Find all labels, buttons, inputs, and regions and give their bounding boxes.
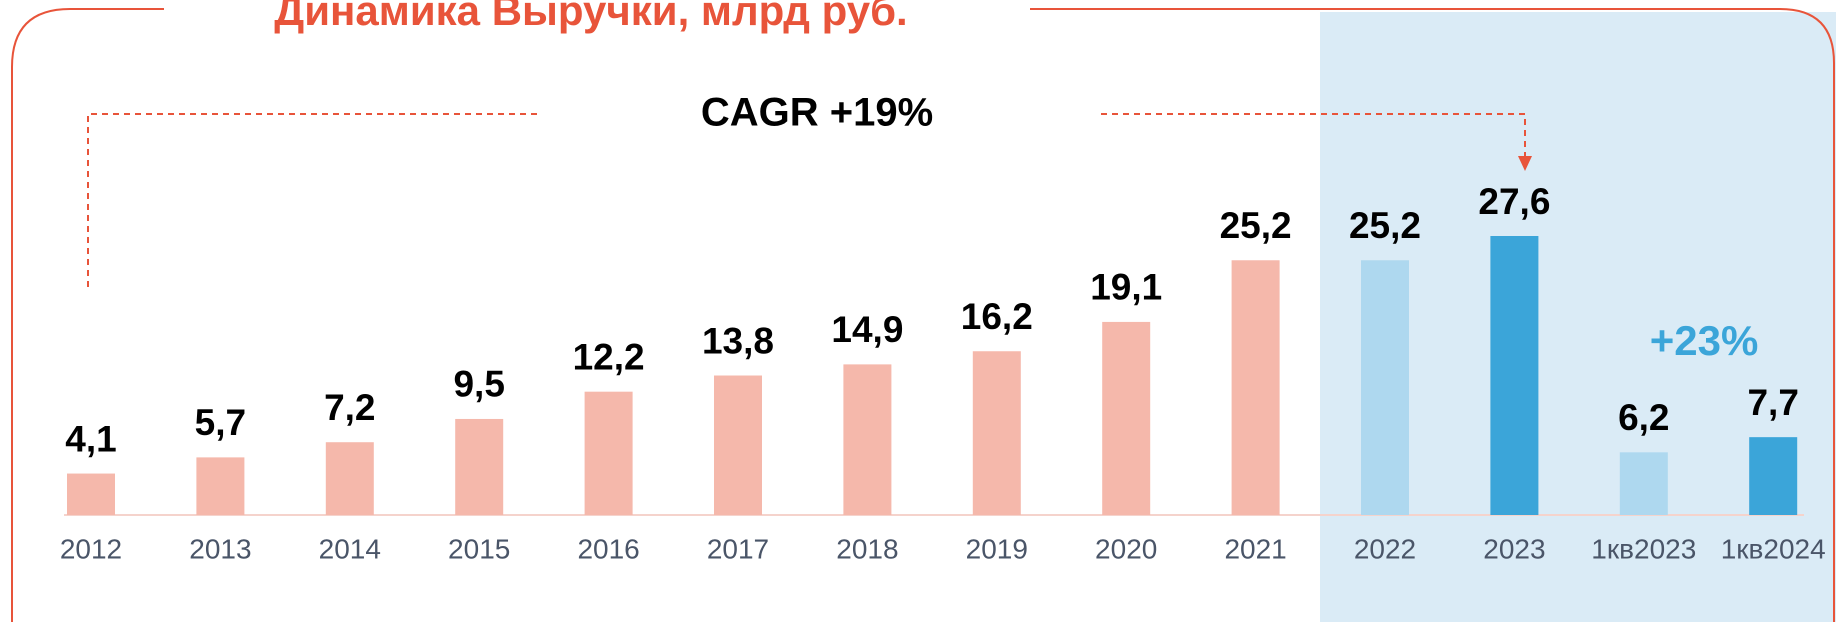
value-label: 4,1 — [65, 418, 116, 459]
x-tick-label: 2022 — [1354, 533, 1416, 564]
bar — [972, 351, 1021, 515]
bar — [843, 364, 892, 515]
x-tick-label: 2017 — [707, 533, 769, 564]
bar — [1231, 260, 1280, 515]
value-label: 27,6 — [1478, 181, 1550, 222]
x-tick-label: 2020 — [1095, 533, 1157, 564]
x-tick-label: 2015 — [448, 533, 510, 564]
x-tick-label: 2018 — [836, 533, 898, 564]
growth-annotation: +23% — [1650, 317, 1759, 364]
x-tick-label: 2021 — [1224, 533, 1286, 564]
x-tick-label: 2012 — [60, 533, 122, 564]
value-label: 19,1 — [1090, 267, 1162, 308]
value-label: 9,5 — [453, 364, 504, 405]
bar — [1490, 236, 1539, 515]
value-label: 25,2 — [1220, 205, 1292, 246]
x-tick-label: 2014 — [319, 533, 381, 564]
x-tick-label: 2013 — [189, 533, 251, 564]
x-tick-label: 2019 — [966, 533, 1028, 564]
bar — [714, 375, 762, 515]
chart-title: Динамика Выручки, млрд руб. — [274, 0, 907, 34]
x-tick-label: 2023 — [1483, 533, 1545, 564]
x-tick-label: 2016 — [577, 533, 639, 564]
bar — [1619, 452, 1668, 515]
value-label: 6,2 — [1618, 397, 1669, 438]
value-label: 13,8 — [702, 320, 774, 361]
bar — [325, 442, 374, 515]
value-label: 25,2 — [1349, 205, 1421, 246]
bar — [584, 391, 633, 515]
x-tick-label: 1кв2024 — [1721, 533, 1826, 564]
value-label: 7,2 — [324, 387, 375, 428]
bar — [1749, 437, 1798, 515]
bar — [1102, 321, 1151, 515]
bar — [67, 473, 115, 515]
cagr-bracket — [87, 113, 1526, 287]
x-tick-label: 1кв2023 — [1591, 533, 1696, 564]
bar — [196, 457, 245, 515]
value-label: 16,2 — [961, 296, 1033, 337]
value-label: 12,2 — [573, 336, 645, 377]
cagr-arrow — [1518, 156, 1532, 171]
value-label: 7,7 — [1747, 382, 1798, 423]
value-label: 5,7 — [195, 402, 246, 443]
value-label: 14,9 — [831, 309, 903, 350]
cagr-annotation: CAGR +19% — [701, 91, 933, 135]
bar — [455, 418, 504, 515]
bar — [1361, 260, 1409, 515]
frame — [11, 8, 1835, 622]
